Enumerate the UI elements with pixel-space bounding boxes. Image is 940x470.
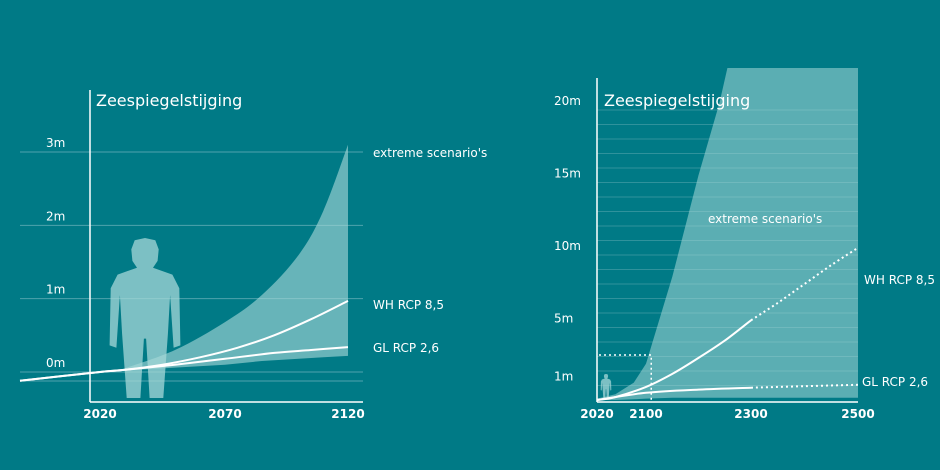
chart-left: 2020 2070 2120 0m 1m 2m 3m Zeespiegelstijging… (19, 90, 487, 421)
chart-left-person-icon (109, 238, 181, 398)
x-tick-label: 2020 (83, 407, 116, 421)
x-tick-label: 2100 (629, 407, 662, 421)
chart-right-extreme-band (597, 68, 858, 400)
x-tick-label: 2070 (208, 407, 241, 421)
x-tick-label: 2300 (734, 407, 767, 421)
x-tick-label: 2020 (580, 407, 613, 421)
x-tick-label: 2120 (331, 407, 364, 421)
chart-left-band-label: extreme scenario's (373, 146, 487, 160)
chart-right-x-ticks: 2020 2100 2300 2500 (580, 407, 874, 421)
chart-right-series-wh-label: WH RCP 8,5 (864, 273, 935, 287)
chart-left-series-wh-label: WH RCP 8,5 (373, 298, 444, 312)
chart-left-y-ticks: 0m 1m 2m 3m (46, 136, 65, 370)
chart-right-y-ticks: 1m 5m 10m 15m 20m (554, 94, 581, 384)
y-tick-label: 0m (46, 356, 65, 370)
y-tick-label: 5m (554, 312, 573, 326)
chart-left-series-gl-label: GL RCP 2,6 (373, 341, 439, 355)
y-tick-label: 20m (554, 94, 581, 108)
y-tick-label: 1m (554, 370, 573, 384)
y-tick-label: 15m (554, 167, 581, 181)
chart-left-title: Zeespiegelstijging (96, 91, 242, 110)
series-line (19, 346, 349, 382)
y-tick-label: 10m (554, 239, 581, 253)
chart-right-series (596, 246, 859, 401)
x-tick-label: 2500 (841, 407, 874, 421)
chart-left-extreme-band (125, 144, 348, 371)
chart-right: 2020 2100 2300 2500 1m 5m 10m 15m 20m Zeespiege… (554, 68, 935, 421)
y-tick-label: 3m (46, 136, 65, 150)
series-line-dotted (750, 383, 859, 389)
person-icon (109, 238, 181, 398)
chart-right-title: Zeespiegelstijging (604, 91, 750, 110)
person-icon (600, 374, 612, 398)
chart-right-band-label: extreme scenario's (708, 212, 822, 226)
series-line-solid (596, 386, 752, 401)
series-line-dotted (750, 246, 859, 322)
chart-right-person-icon (600, 374, 612, 398)
y-tick-label: 2m (46, 209, 65, 223)
chart-left-x-ticks: 2020 2070 2120 (83, 407, 364, 421)
y-tick-label: 1m (46, 283, 65, 297)
chart-left-series (19, 300, 349, 382)
chart-right-series-gl-label: GL RCP 2,6 (862, 375, 928, 389)
chart-left-gridlines (20, 151, 363, 382)
